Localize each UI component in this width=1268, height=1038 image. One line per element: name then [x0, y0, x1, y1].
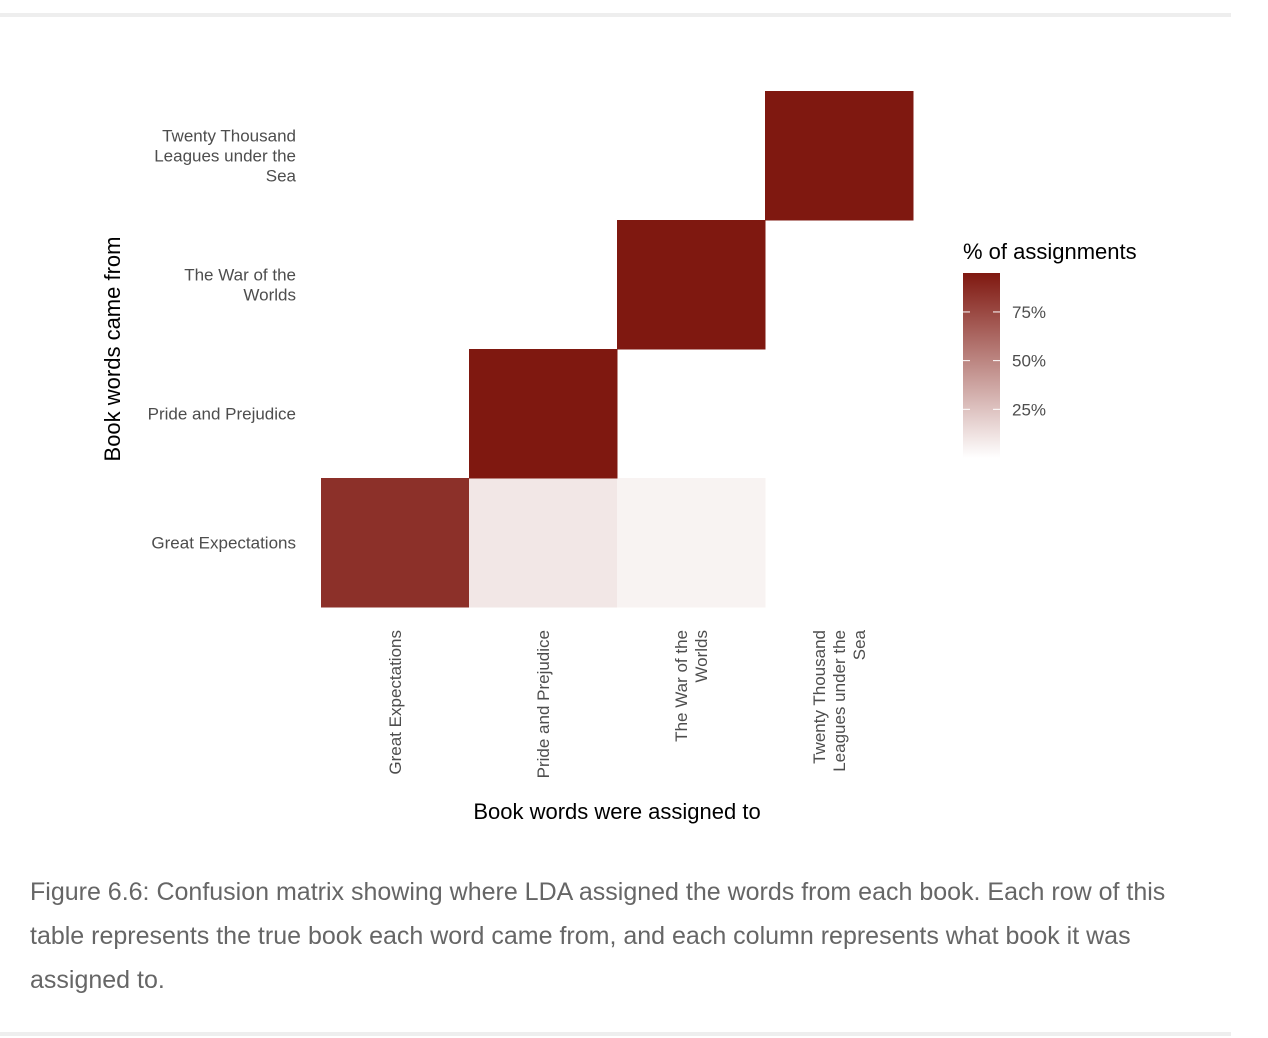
heatmap-cell — [321, 478, 470, 608]
x-tick-label: Twenty ThousandLeagues under theSea — [810, 629, 869, 771]
confusion-matrix-heatmap: Great Expectations Pride and Prejudice The… — [100, 91, 1137, 824]
y-axis-title: Book words came from — [100, 237, 125, 462]
y-tick-label: Twenty Thousand Leagues under the Sea — [154, 127, 296, 186]
legend-tick-label: 75% — [1012, 303, 1046, 322]
x-tick-label: Great Expectations — [386, 630, 405, 775]
x-axis-title: Book words were assigned to — [473, 799, 760, 824]
bottom-divider — [0, 1032, 1231, 1036]
legend-tick-label: 50% — [1012, 352, 1046, 371]
y-tick-label: The War of the Worlds — [184, 266, 296, 305]
heatmap-cell — [469, 349, 618, 479]
x-tick-label: The War of theWorlds — [672, 630, 711, 742]
heatmap-cell — [469, 478, 618, 608]
x-tick-label: Pride and Prejudice — [534, 630, 553, 778]
legend-title: % of assignments — [963, 239, 1137, 264]
heatmap-cell — [617, 478, 766, 608]
y-tick-label: Pride and Prejudice — [148, 405, 296, 424]
heatmap-cell — [617, 220, 766, 350]
top-divider — [0, 13, 1231, 17]
legend-colorbar — [963, 273, 1000, 458]
figure-caption: Figure 6.6: Confusion matrix showing whe… — [30, 878, 1166, 994]
legend-tick-label: 25% — [1012, 400, 1046, 419]
y-axis-tick-labels: Great Expectations Pride and Prejudice The… — [148, 127, 297, 553]
heatmap-cells — [321, 91, 914, 608]
color-legend: % of assignments 25% 50% 75% — [963, 239, 1137, 458]
y-tick-label: Great Expectations — [151, 534, 296, 553]
heatmap-cell — [765, 91, 914, 221]
x-axis-tick-labels: Great Expectations Pride and Prejudice The… — [386, 629, 869, 778]
legend-ticks: 25% 50% 75% — [963, 303, 1046, 419]
